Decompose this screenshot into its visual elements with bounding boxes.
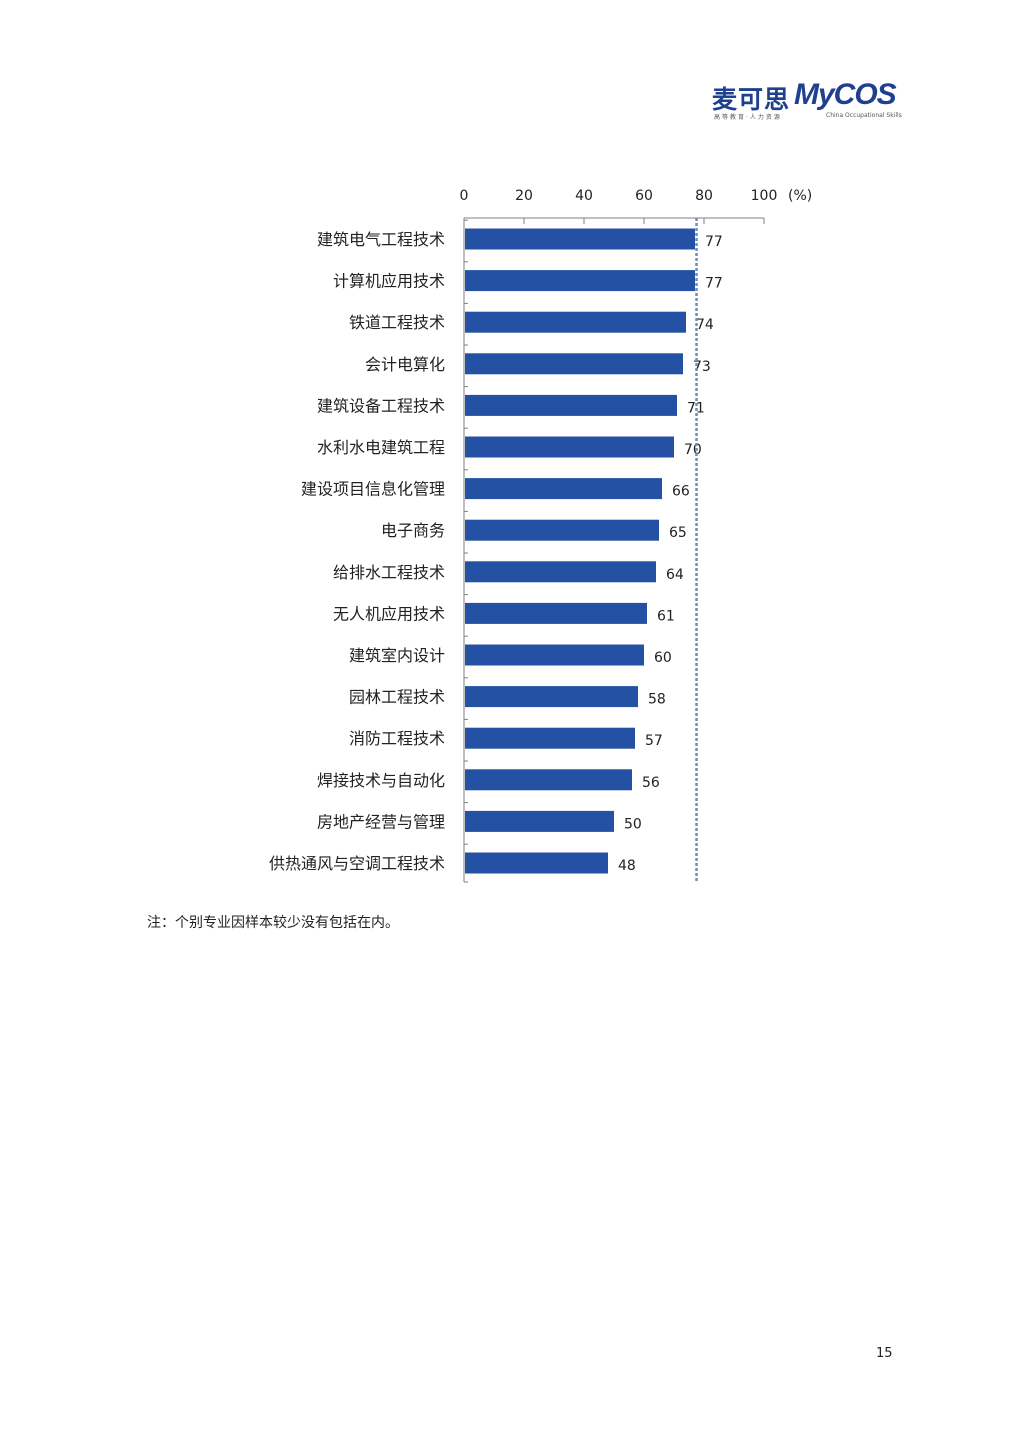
value-label-11: 58 xyxy=(648,692,666,708)
bar-9 xyxy=(465,602,647,624)
value-label-15: 48 xyxy=(618,858,636,874)
page-number: 15 xyxy=(876,1346,893,1361)
value-label-14: 50 xyxy=(624,816,642,832)
category-label-0: 建筑电气工程技术 xyxy=(317,230,445,249)
unit-label: (%) xyxy=(788,188,812,204)
bar-10 xyxy=(465,644,644,666)
x-tick-label-5: 100 xyxy=(751,188,778,204)
value-label-12: 57 xyxy=(645,733,663,749)
bar-14 xyxy=(465,810,614,832)
category-label-12: 消防工程技术 xyxy=(349,729,445,748)
bar-5 xyxy=(465,436,674,458)
value-label-2: 74 xyxy=(696,317,714,333)
bar-12 xyxy=(465,727,635,749)
value-label-0: 77 xyxy=(705,234,723,250)
x-tick-label-3: 60 xyxy=(635,188,653,204)
category-label-1: 计算机应用技术 xyxy=(333,272,445,291)
x-tick-label-1: 20 xyxy=(515,188,533,204)
category-label-7: 电子商务 xyxy=(381,521,445,540)
value-label-13: 56 xyxy=(642,775,660,791)
category-label-3: 会计电算化 xyxy=(365,355,445,374)
bar-4 xyxy=(465,394,677,416)
category-label-2: 铁道工程技术 xyxy=(349,313,445,332)
category-label-15: 供热通风与空调工程技术 xyxy=(269,854,445,873)
value-label-6: 66 xyxy=(672,484,690,500)
logo-cn-text: 麦可思 xyxy=(712,85,791,114)
value-label-7: 65 xyxy=(669,525,687,541)
chart-note: 注：个别专业因样本较少没有包括在内。 xyxy=(147,915,399,931)
bar-15 xyxy=(465,852,608,874)
bar-7 xyxy=(465,519,659,541)
category-label-11: 园林工程技术 xyxy=(349,688,445,707)
value-label-5: 70 xyxy=(684,442,702,458)
category-label-5: 水利水电建筑工程 xyxy=(317,438,445,457)
x-tick-label-0: 0 xyxy=(460,188,469,204)
bar-0 xyxy=(465,228,695,250)
bar-8 xyxy=(465,561,656,583)
bar-13 xyxy=(465,769,632,791)
value-label-10: 60 xyxy=(654,650,672,666)
value-label-3: 73 xyxy=(693,359,711,375)
mycos-logo: 麦可思 MyCOS 高等教育·人力资源 China Occupational S… xyxy=(712,78,902,124)
logo-sub-en-text: China Occupational Skills xyxy=(826,112,902,119)
category-label-4: 建筑设备工程技术 xyxy=(317,396,445,415)
bar-chart: 0 20 40 60 80 100 (%) 建筑电气工程技术 77 计算机应用技术 77 铁道工程技术… xyxy=(269,188,812,883)
value-label-9: 61 xyxy=(657,608,675,624)
logo-en-text: MyCOS xyxy=(794,78,897,111)
value-label-8: 64 xyxy=(666,567,684,583)
logo-sub-cn-text: 高等教育·人力资源 xyxy=(714,114,782,121)
value-label-1: 77 xyxy=(705,276,723,292)
bar-2 xyxy=(465,311,686,333)
x-tick-label-4: 80 xyxy=(695,188,713,204)
bar-3 xyxy=(465,353,683,375)
bar-6 xyxy=(465,478,662,500)
category-label-9: 无人机应用技术 xyxy=(333,604,445,623)
category-label-8: 给排水工程技术 xyxy=(333,563,445,582)
category-label-10: 建筑室内设计 xyxy=(349,646,445,665)
category-label-13: 焊接技术与自动化 xyxy=(317,771,445,790)
category-label-6: 建设项目信息化管理 xyxy=(301,480,445,499)
bar-1 xyxy=(465,270,695,292)
x-tick-label-2: 40 xyxy=(575,188,593,204)
category-label-14: 房地产经营与管理 xyxy=(317,812,445,831)
bar-11 xyxy=(465,686,638,708)
